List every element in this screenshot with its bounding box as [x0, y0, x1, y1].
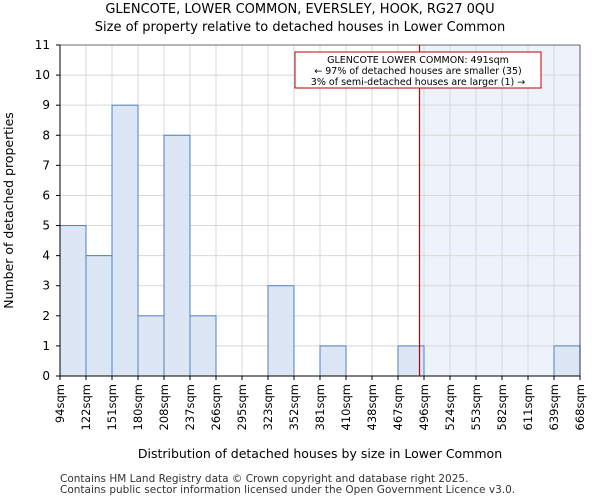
x-tick-label: 582sqm	[495, 384, 509, 430]
bar-94sqm	[59, 225, 87, 377]
x-tick-label: 381sqm	[313, 384, 327, 430]
y-tick-label: 8	[42, 128, 50, 142]
chart-title: GLENCOTE, LOWER COMMON, EVERSLEY, HOOK, …	[105, 2, 495, 17]
y-tick-label: 6	[42, 188, 50, 202]
x-tick-label: 237sqm	[183, 384, 197, 430]
x-tick-label: 266sqm	[209, 384, 223, 430]
larger-region-shade	[419, 45, 580, 376]
x-tick-label: 352sqm	[287, 384, 301, 430]
x-tick-label: 467sqm	[391, 384, 405, 430]
y-tick-label: 10	[35, 68, 50, 82]
x-axis-label: Distribution of detached houses by size …	[138, 446, 502, 461]
annotation-box	[294, 51, 542, 89]
bar-151sqm	[111, 104, 139, 377]
x-tick-label: 94sqm	[53, 384, 67, 423]
y-tick-label: 7	[42, 158, 50, 172]
x-tick-label: 208sqm	[157, 384, 171, 430]
bar-122sqm	[85, 255, 113, 377]
annotation-line-1: GLENCOTE LOWER COMMON: 491sqm	[327, 55, 509, 66]
footer-licence: Contains public sector information licen…	[60, 484, 516, 496]
footer-copyright: Contains HM Land Registry data © Crown c…	[60, 473, 469, 485]
bar-208sqm	[163, 134, 191, 377]
x-tick-label: 496sqm	[417, 384, 431, 430]
chart-subtitle: Size of property relative to detached ho…	[94, 20, 506, 35]
y-tick-label: 9	[42, 98, 50, 112]
bar-639sqm	[553, 345, 581, 377]
bar-237sqm	[189, 315, 217, 377]
y-tick-label: 5	[42, 219, 50, 233]
x-tick-label: 151sqm	[105, 384, 119, 430]
y-tick-label: 11	[35, 38, 50, 52]
x-tick-label: 668sqm	[573, 384, 587, 430]
x-tick-label: 639sqm	[547, 384, 561, 430]
y-tick-label: 3	[42, 279, 50, 293]
annotation-line-3: 3% of semi-detached houses are larger (1…	[311, 77, 525, 88]
x-tick-label: 524sqm	[443, 384, 457, 430]
y-axis-label: Number of detached properties	[1, 112, 16, 309]
annotation-line-2: ← 97% of detached houses are smaller (35…	[314, 66, 521, 77]
y-tick-label: 0	[42, 369, 50, 383]
x-tick-label: 295sqm	[235, 384, 249, 430]
x-tick-label: 438sqm	[365, 384, 379, 430]
x-tick-label: 553sqm	[469, 384, 483, 430]
y-tick-label: 4	[42, 249, 50, 263]
y-tick-label: 1	[42, 339, 50, 353]
bar-323sqm	[267, 285, 295, 377]
x-tick-label: 180sqm	[131, 384, 145, 430]
bar-381sqm	[319, 345, 347, 377]
x-tick-label: 611sqm	[521, 384, 535, 430]
x-tick-label: 410sqm	[339, 384, 353, 430]
bar-180sqm	[137, 315, 165, 377]
x-tick-label: 323sqm	[261, 384, 275, 430]
y-tick-label: 2	[42, 309, 50, 323]
x-tick-label: 122sqm	[79, 384, 93, 430]
